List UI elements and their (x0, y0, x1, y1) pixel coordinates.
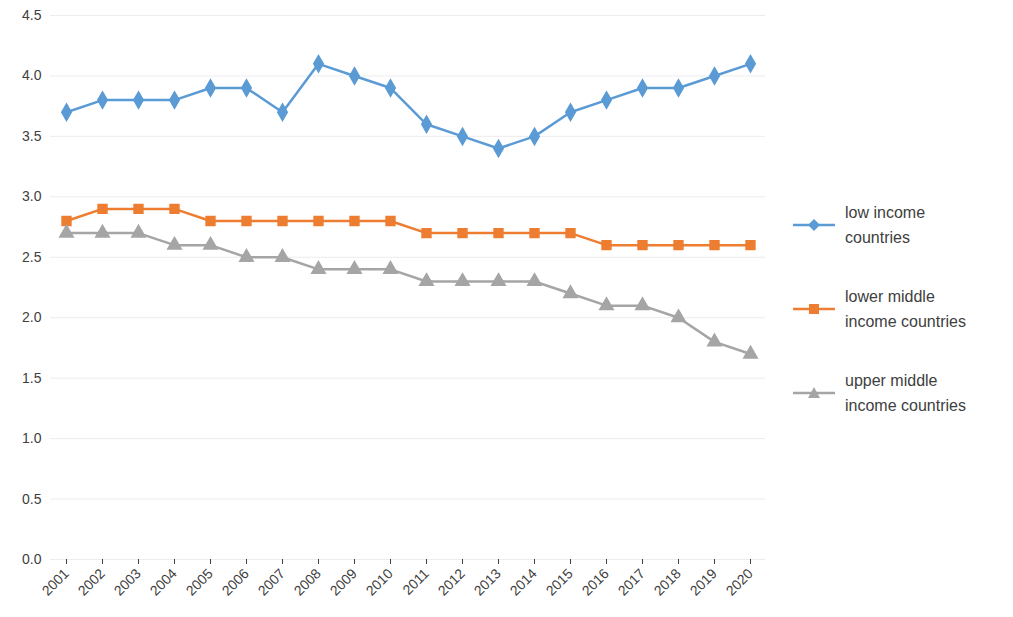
svg-text:2007: 2007 (254, 565, 287, 598)
svg-text:2011: 2011 (399, 565, 432, 598)
svg-text:2.0: 2.0 (22, 309, 42, 325)
svg-text:0.5: 0.5 (22, 491, 42, 507)
svg-text:2020: 2020 (722, 565, 755, 598)
svg-text:2018: 2018 (650, 565, 683, 598)
svg-text:4.5: 4.5 (22, 7, 42, 23)
svg-text:2016: 2016 (578, 565, 611, 598)
svg-text:2010: 2010 (362, 565, 395, 598)
svg-text:2.5: 2.5 (22, 249, 42, 265)
svg-text:2017: 2017 (614, 565, 647, 598)
svg-text:2001: 2001 (38, 565, 71, 598)
svg-text:2014: 2014 (506, 565, 539, 598)
svg-text:2004: 2004 (146, 565, 179, 598)
svg-text:2006: 2006 (218, 565, 251, 598)
svg-text:2009: 2009 (326, 565, 359, 598)
svg-text:2012: 2012 (434, 565, 467, 598)
html-text:upper middle income countries: upper middle income countries (845, 371, 966, 414)
html-text:lower middle income countries: lower middle income countries (845, 287, 966, 330)
svg-text:2015: 2015 (542, 565, 575, 598)
svg-text:0.0: 0.0 (22, 551, 42, 567)
svg-text:4.0: 4.0 (22, 67, 42, 83)
svg-text:1.5: 1.5 (22, 370, 42, 386)
svg-text:1.0: 1.0 (22, 430, 42, 446)
svg-text:3.0: 3.0 (22, 188, 42, 204)
svg-text:2008: 2008 (290, 565, 323, 598)
svg-text:2019: 2019 (686, 565, 719, 598)
svg-text:2005: 2005 (182, 565, 215, 598)
svg-text:2002: 2002 (74, 565, 107, 598)
svg-text:2013: 2013 (470, 565, 503, 598)
svg-text:3.5: 3.5 (22, 128, 42, 144)
html-text:low income countries: low income countries (845, 203, 925, 246)
svg-text:2003: 2003 (110, 565, 143, 598)
